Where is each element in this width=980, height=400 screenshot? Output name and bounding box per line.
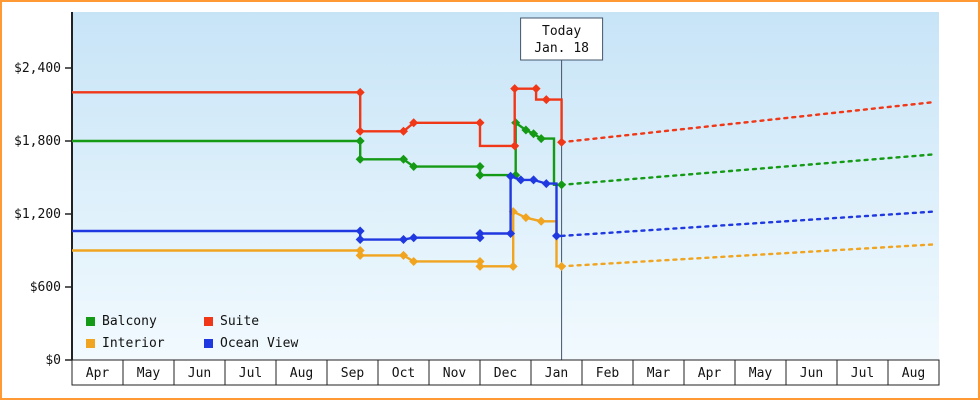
legend-item-ocean-view: Ocean View xyxy=(204,332,298,354)
marker-ocean-view xyxy=(506,228,516,238)
marker-suite xyxy=(475,118,485,128)
marker-interior xyxy=(475,256,485,266)
marker-balcony xyxy=(521,125,531,135)
marker-interior xyxy=(521,213,531,223)
legend-item-suite: Suite xyxy=(204,310,298,332)
legend-swatch-balcony xyxy=(86,316,95,326)
x-axis-cell xyxy=(632,359,685,386)
marker-balcony xyxy=(399,154,408,164)
marker-interior xyxy=(355,250,365,260)
marker-balcony xyxy=(536,134,546,144)
forecast-line-interior xyxy=(560,243,936,268)
marker-suite xyxy=(510,141,520,151)
marker-suite xyxy=(355,87,365,97)
legend-swatch-interior xyxy=(86,338,95,348)
marker-suite xyxy=(531,84,541,94)
today-annotation-line1: Today xyxy=(542,24,581,39)
marker-ocean-view xyxy=(506,171,516,181)
marker-balcony xyxy=(475,170,485,180)
marker-ocean-view xyxy=(409,233,419,243)
x-axis-label: Feb xyxy=(596,366,620,381)
x-axis-label: May xyxy=(749,366,773,381)
today-annotation-line2: Jan. 18 xyxy=(534,41,589,56)
x-axis-label: Jun xyxy=(800,366,823,381)
marker-suite xyxy=(557,137,567,147)
x-axis-cell xyxy=(326,359,379,386)
marker-ocean-view xyxy=(399,235,408,245)
marker-interior xyxy=(409,256,419,266)
marker-ocean-view xyxy=(541,179,551,189)
x-axis-label: Jan xyxy=(545,366,568,381)
y-tick-label: $600 xyxy=(30,280,61,295)
x-axis-label: Mar xyxy=(647,366,671,381)
x-axis-label: Jul xyxy=(239,366,262,381)
x-axis-cell xyxy=(581,359,634,386)
marker-balcony xyxy=(355,136,365,146)
marker-balcony xyxy=(409,162,419,172)
forecast-line-balcony xyxy=(560,153,936,186)
legend-item-balcony: Balcony xyxy=(86,310,204,332)
legend-label-suite: Suite xyxy=(220,313,260,329)
marker-interior xyxy=(355,246,365,255)
x-axis-cell xyxy=(887,359,940,386)
x-axis-cell xyxy=(122,359,175,386)
y-tick-label: $2,400 xyxy=(14,61,61,76)
marker-balcony xyxy=(529,129,539,139)
series-line-interior xyxy=(72,209,562,268)
y-tick-label: $1,200 xyxy=(14,207,61,222)
x-axis-cell xyxy=(224,359,277,386)
marker-ocean-view xyxy=(475,228,485,238)
forecast-line-suite xyxy=(560,100,936,144)
y-tick-label: $1,800 xyxy=(14,134,61,149)
x-axis-cell xyxy=(173,359,226,386)
x-axis-label: May xyxy=(137,366,161,381)
x-axis-label: Aug xyxy=(902,366,925,381)
marker-ocean-view xyxy=(529,175,539,185)
marker-ocean-view xyxy=(355,226,365,236)
marker-balcony xyxy=(355,154,365,164)
x-axis-cell xyxy=(377,359,430,386)
marker-suite xyxy=(409,118,419,128)
legend-label-ocean-view: Ocean View xyxy=(220,335,299,351)
x-axis-label: Dec xyxy=(494,366,517,381)
x-axis-cell xyxy=(785,359,838,386)
x-axis-cell xyxy=(683,359,736,386)
marker-balcony xyxy=(475,162,485,172)
marker-suite xyxy=(510,84,520,94)
marker-suite xyxy=(541,95,551,105)
x-axis-cell xyxy=(428,359,481,386)
marker-ocean-view xyxy=(516,175,526,185)
legend-label-balcony: Balcony xyxy=(102,313,157,329)
x-axis-label: Jul xyxy=(851,366,874,381)
x-axis-label: Sep xyxy=(341,366,365,381)
y-tick-label: $0 xyxy=(45,353,61,368)
forecast-line-ocean-view xyxy=(560,210,936,238)
marker-balcony xyxy=(557,180,567,190)
plot-area xyxy=(72,12,939,360)
x-axis-label: Aug xyxy=(290,366,313,381)
x-axis-label: Nov xyxy=(443,366,467,381)
marker-ocean-view xyxy=(552,231,561,241)
marker-interior xyxy=(399,250,408,260)
x-axis-label: Apr xyxy=(698,366,722,381)
x-axis-cell xyxy=(479,359,532,386)
x-axis-label: Apr xyxy=(86,366,110,381)
today-annotation-box xyxy=(520,17,604,61)
marker-ocean-view xyxy=(355,235,365,245)
marker-interior xyxy=(475,261,485,271)
marker-interior xyxy=(557,261,567,271)
marker-interior xyxy=(536,216,546,226)
x-axis-cell xyxy=(530,359,583,386)
legend-label-interior: Interior xyxy=(102,335,165,351)
marker-interior xyxy=(508,261,518,271)
x-axis-cell xyxy=(734,359,787,386)
chart-legend: Balcony Suite Interior Ocean View xyxy=(86,310,298,354)
legend-swatch-ocean-view xyxy=(204,338,213,348)
legend-item-interior: Interior xyxy=(86,332,204,354)
x-axis-label: Oct xyxy=(392,366,415,381)
legend-swatch-suite xyxy=(204,316,213,326)
x-axis-label: Jun xyxy=(188,366,211,381)
